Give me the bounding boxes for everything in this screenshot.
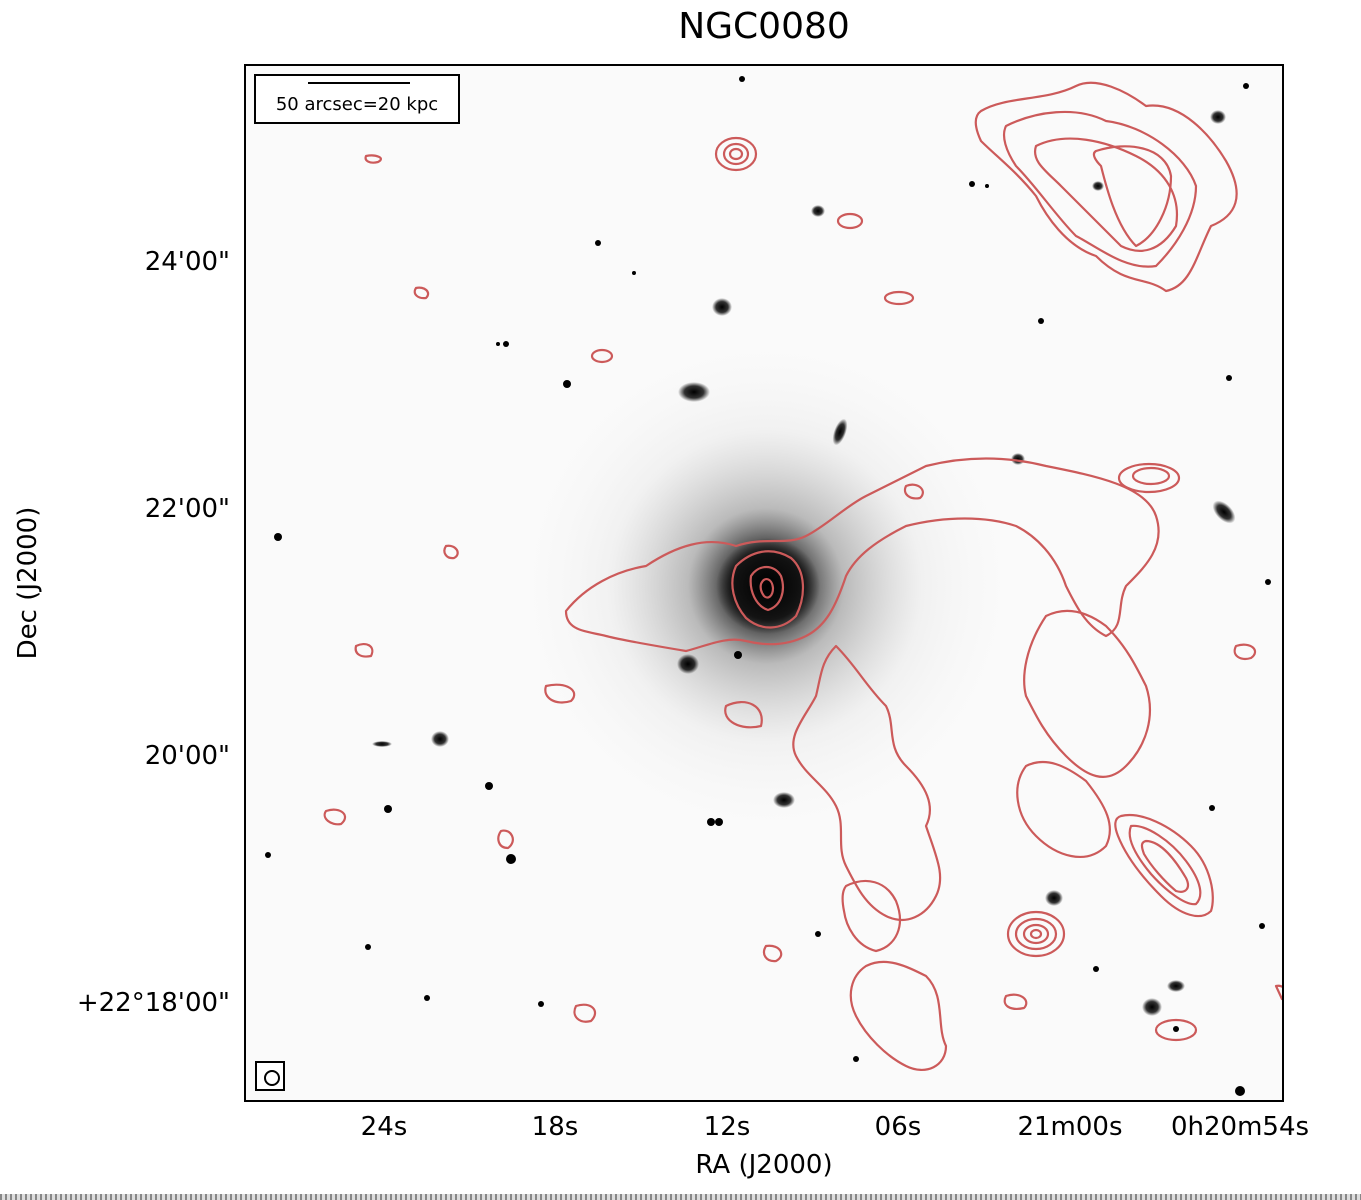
sky-image bbox=[265, 76, 1282, 1096]
radio-contours bbox=[323, 81, 1282, 1071]
x-tick-label: 0h20m54s bbox=[1170, 1112, 1310, 1142]
y-axis-title: Dec (J2000) bbox=[13, 506, 43, 660]
image-title: NGC0080 bbox=[678, 6, 850, 47]
y-tick-label: +22°18'00" bbox=[76, 988, 230, 1018]
y-tick-label: 20'00" bbox=[144, 741, 230, 771]
x-tick-label: 06s bbox=[874, 1112, 922, 1142]
x-tick-label: 21m00s bbox=[1017, 1112, 1123, 1142]
x-tick-label: 24s bbox=[360, 1112, 408, 1142]
field-stars bbox=[265, 76, 1271, 1096]
field-galaxies bbox=[372, 110, 1236, 1016]
y-tick-label: 22'00" bbox=[144, 494, 230, 524]
beam-ellipse-icon bbox=[255, 1061, 285, 1091]
x-axis-title: RA (J2000) bbox=[695, 1150, 833, 1180]
x-tick-label: 18s bbox=[531, 1112, 579, 1142]
x-tick-label: 12s bbox=[703, 1112, 751, 1142]
scale-bar-box: 50 arcsec=20 kpc bbox=[254, 74, 460, 124]
scale-bar-line bbox=[308, 82, 410, 84]
y-tick-label: 24'00" bbox=[144, 247, 230, 277]
bottom-edge-strip bbox=[0, 1194, 1361, 1200]
sky-image-panel: 50 arcsec=20 kpc bbox=[244, 64, 1284, 1102]
scale-bar-label: 50 arcsec=20 kpc bbox=[275, 94, 439, 115]
beam-shape bbox=[264, 1070, 280, 1086]
